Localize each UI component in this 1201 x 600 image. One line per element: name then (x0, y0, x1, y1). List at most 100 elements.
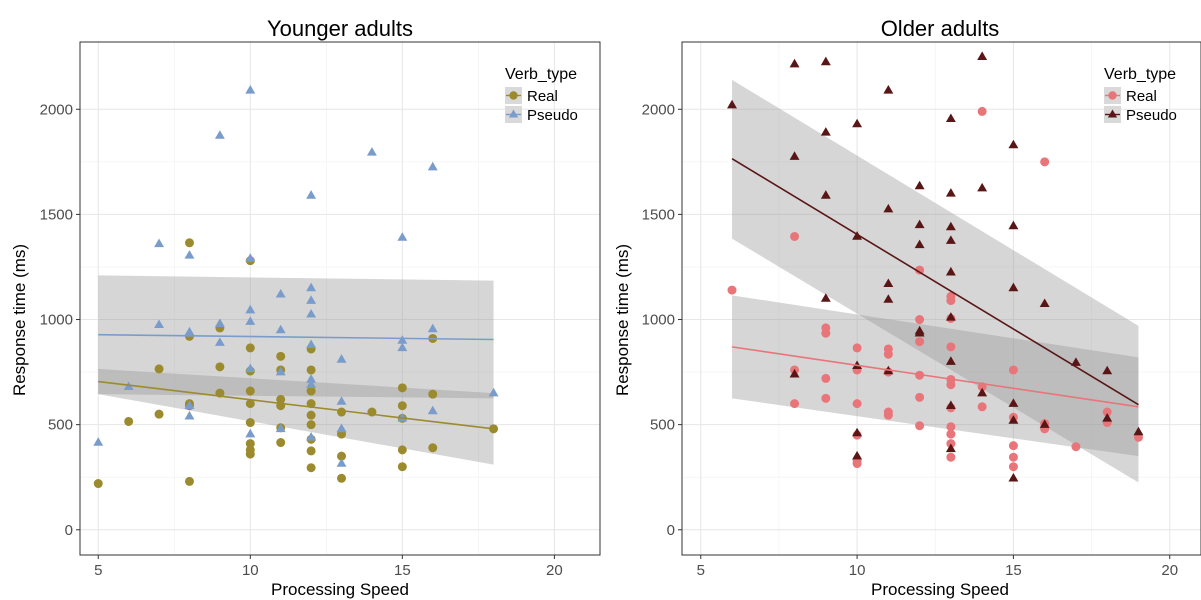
data-point (915, 392, 925, 402)
data-point (883, 410, 893, 420)
fit-line (731, 346, 1139, 408)
y-tick-label: 500 (650, 417, 675, 434)
data-point (1039, 419, 1050, 428)
data-point (366, 147, 377, 156)
data-point (1102, 365, 1113, 375)
data-point (336, 354, 347, 363)
plot-area: 5 10 15 20 0 500 1000 1500 2000 (40, 41, 601, 579)
data-point (1133, 426, 1144, 436)
data-point (276, 351, 286, 361)
data-point (1008, 398, 1019, 407)
data-point (306, 282, 317, 292)
data-point (1070, 357, 1081, 366)
data-point (336, 396, 347, 405)
fit-line (731, 158, 1139, 406)
data-point (184, 400, 195, 409)
data-point (1040, 157, 1050, 167)
data-point (245, 363, 256, 373)
data-point (1102, 407, 1112, 417)
y-tick-label: 1000 (642, 312, 675, 329)
data-point (154, 238, 165, 248)
data-point (397, 232, 408, 241)
data-point (915, 265, 925, 275)
data-point (427, 323, 438, 333)
data-point (1039, 298, 1050, 308)
confidence-band (732, 295, 1139, 457)
data-point (915, 315, 925, 325)
data-point (276, 394, 286, 404)
data-point (336, 423, 347, 433)
data-point (306, 463, 316, 473)
data-point (821, 393, 831, 403)
panel-older-adults: Older adults Response time (ms) Processi… (613, 16, 1201, 599)
data-point (154, 319, 165, 329)
data-point (1008, 220, 1019, 230)
x-tick-label: 15 (1005, 562, 1022, 579)
data-point (427, 161, 438, 171)
y-tick-label: 2000 (40, 101, 73, 118)
data-point (337, 473, 347, 483)
panel-younger-adults: Younger adults Response time (ms) Proces… (10, 16, 601, 599)
x-tick-label: 20 (1161, 562, 1178, 579)
data-point (245, 428, 256, 438)
data-point (914, 180, 925, 190)
data-point (977, 182, 988, 192)
data-point (154, 364, 164, 374)
legend-marker (1107, 109, 1118, 118)
data-point (1008, 139, 1019, 149)
data-point (306, 295, 317, 304)
data-point (428, 389, 438, 399)
data-point (977, 51, 988, 60)
data-point (306, 379, 317, 388)
data-point (820, 127, 831, 136)
data-point (945, 443, 956, 453)
legend-title: Verb_type (505, 66, 577, 83)
x-tick-label: 15 (394, 562, 411, 579)
data-point (852, 399, 862, 409)
data-point (883, 203, 894, 213)
data-point (306, 431, 317, 441)
data-point (275, 288, 286, 298)
fit-line (98, 333, 494, 341)
data-point (397, 335, 408, 344)
chart-title: Older adults (881, 16, 1000, 41)
data-point (245, 386, 255, 396)
data-point (275, 324, 286, 334)
y-tick-label: 1500 (642, 206, 675, 223)
data-point (946, 422, 956, 432)
data-point (184, 238, 194, 248)
data-point (820, 190, 831, 199)
data-point (1102, 413, 1113, 422)
x-axis-label: Processing Speed (271, 580, 409, 599)
data-point (914, 327, 925, 337)
data-point (306, 399, 316, 409)
x-axis-label: Processing Speed (871, 580, 1009, 599)
data-point (428, 443, 438, 453)
data-point (977, 387, 988, 397)
data-point (945, 356, 956, 365)
data-point (306, 446, 316, 456)
data-point (790, 231, 800, 241)
data-point (306, 339, 317, 349)
data-point (245, 316, 256, 325)
data-point (245, 343, 255, 353)
data-point (945, 113, 956, 122)
data-point (397, 445, 407, 455)
legend-label: Real (1126, 88, 1157, 105)
data-point (915, 337, 925, 347)
data-point (337, 451, 347, 461)
data-point (915, 421, 925, 431)
data-point (93, 437, 104, 446)
data-point (214, 130, 225, 139)
data-point (1008, 462, 1018, 472)
x-tick-label: 10 (849, 562, 866, 579)
data-point (946, 380, 956, 390)
data-point (397, 401, 407, 411)
data-point (945, 235, 956, 244)
x-tick-label: 5 (94, 562, 102, 579)
data-point (820, 293, 831, 302)
y-axis-label: Response time (ms) (613, 244, 632, 396)
data-point (945, 400, 956, 409)
legend: Verb_type Real Pseudo (1104, 66, 1177, 124)
data-point (245, 304, 256, 314)
